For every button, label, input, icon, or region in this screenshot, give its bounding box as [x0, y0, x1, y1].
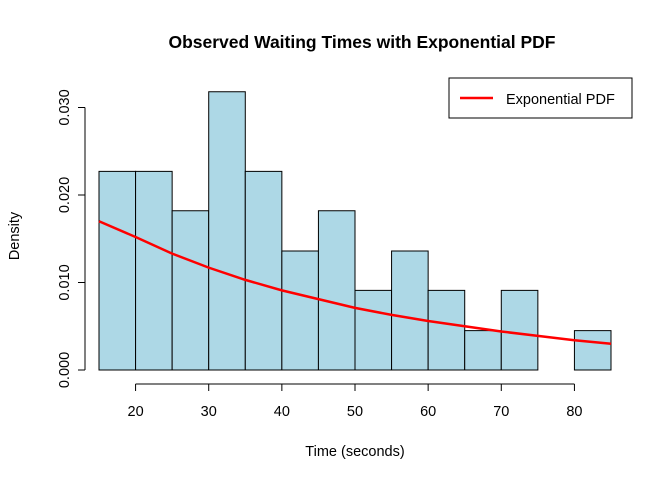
- y-tick-label: 0.030: [57, 89, 73, 125]
- legend-label: Exponential PDF: [506, 92, 615, 108]
- histogram-bar: [573, 330, 612, 371]
- histogram-bars: [98, 91, 612, 371]
- x-tick-label: 70: [493, 404, 509, 420]
- y-tick-label: 0.010: [57, 264, 73, 300]
- x-axis: 20 30 40 50 60 70 80: [128, 383, 582, 420]
- x-tick-label: 20: [128, 404, 144, 420]
- chart-title: Observed Waiting Times with Exponential …: [168, 32, 555, 52]
- histogram-bar: [135, 170, 173, 371]
- histogram-bar: [244, 170, 283, 371]
- histogram-bar: [354, 289, 393, 371]
- histogram-bar: [464, 330, 502, 371]
- histogram-bar: [427, 289, 466, 371]
- y-tick-label: 0.000: [57, 352, 73, 388]
- x-tick-label: 40: [274, 404, 290, 420]
- histogram-bar: [391, 250, 429, 371]
- x-tick-label: 30: [201, 404, 217, 420]
- y-axis: 0.000 0.010 0.020 0.030: [57, 89, 86, 388]
- y-axis-title: Density: [7, 211, 23, 260]
- histogram-bar: [500, 289, 539, 371]
- y-tick-label: 0.020: [57, 177, 73, 213]
- x-tick-label: 50: [347, 404, 363, 420]
- exponential-pdf-line: [98, 220, 612, 345]
- x-axis-title: Time (seconds): [305, 444, 404, 460]
- histogram-bar: [317, 210, 356, 371]
- histogram-bar: [208, 91, 246, 371]
- legend: Exponential PDF: [448, 77, 633, 119]
- histogram-bar: [98, 170, 137, 371]
- histogram-bar: [281, 250, 319, 371]
- histogram-bar: [171, 210, 210, 371]
- pdf-curve-layer: [98, 220, 612, 345]
- x-tick-label: 60: [420, 404, 436, 420]
- x-tick-label: 80: [566, 404, 582, 420]
